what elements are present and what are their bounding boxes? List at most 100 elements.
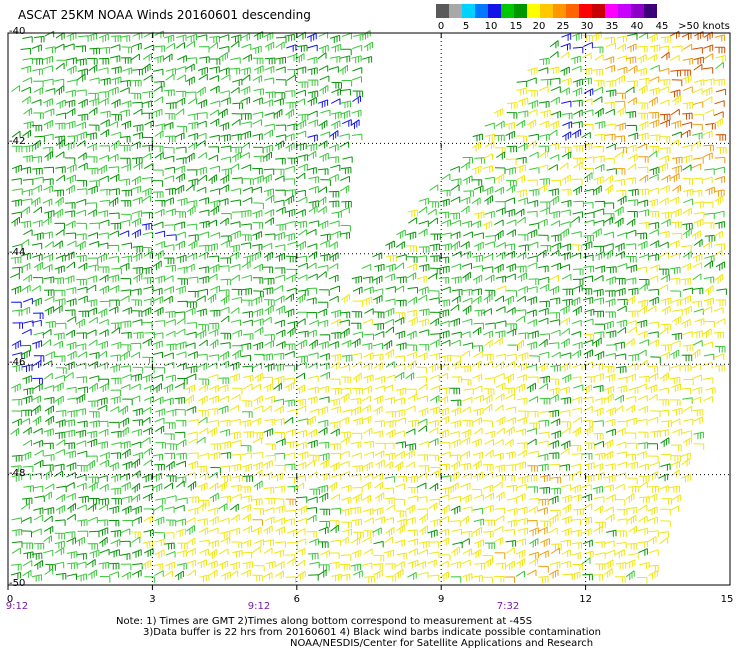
wind-barb [396, 276, 407, 284]
wind-barb [572, 278, 584, 286]
wind-barb [583, 405, 593, 413]
wind-barb [538, 463, 549, 472]
wind-barb [276, 206, 286, 215]
wind-barb [394, 409, 406, 417]
wind-barb [64, 202, 76, 209]
wind-barb [526, 364, 537, 371]
wind-barb [494, 229, 504, 240]
wind-barb [165, 135, 176, 143]
wind-barb [395, 371, 405, 380]
wind-barb [638, 121, 649, 130]
wind-barb [121, 120, 132, 130]
wind-barb [230, 319, 241, 326]
wind-barb [351, 432, 363, 440]
wind-barb [77, 286, 88, 294]
wind-barb [308, 362, 318, 369]
wind-barb [132, 157, 143, 164]
wind-barb [98, 175, 109, 182]
wind-barb [22, 188, 33, 197]
wind-barb [526, 428, 537, 435]
wind-barb [242, 319, 253, 327]
wind-barb [538, 440, 549, 447]
wind-barb [263, 32, 274, 41]
wind-barb [86, 202, 97, 209]
longitude-label: 0 [6, 594, 14, 605]
wind-barb [21, 516, 32, 524]
wind-barb [659, 68, 670, 75]
wind-barb [273, 382, 282, 391]
wind-barb [472, 360, 482, 369]
wind-barb [582, 539, 593, 548]
wind-barb [592, 337, 602, 348]
wind-barb [625, 338, 635, 347]
wind-barb [460, 205, 470, 214]
wind-barb [152, 483, 163, 493]
wind-barb [241, 130, 251, 140]
wind-barb [21, 95, 31, 104]
wind-barb [286, 408, 298, 416]
wind-barb [328, 341, 339, 349]
wind-barb [273, 549, 284, 558]
wind-barb [505, 167, 516, 175]
wind-barb [517, 416, 528, 425]
wind-barb [572, 284, 583, 293]
note-line-3: NOAA/NESDIS/Center for Satellite Applica… [290, 638, 594, 649]
wind-barb [99, 329, 109, 337]
wind-barb [76, 465, 88, 472]
wind-barb [658, 531, 670, 538]
wind-barb [208, 540, 219, 549]
wind-barb [264, 395, 276, 404]
wind-barb [560, 209, 571, 216]
wind-barb [309, 488, 320, 496]
wind-barb [275, 66, 286, 73]
wind-barb [395, 441, 406, 449]
wind-barb [99, 199, 111, 207]
wind-barb [681, 305, 692, 315]
wind-barb [472, 274, 483, 284]
wind-barb [210, 467, 221, 474]
wind-barb [264, 217, 274, 226]
wind-barb [485, 141, 495, 149]
wind-barb [64, 141, 75, 151]
wind-barb [648, 564, 659, 572]
wind-barb [66, 174, 76, 184]
wind-barb [462, 175, 473, 185]
wind-barb [142, 231, 153, 239]
wind-barb [715, 88, 727, 96]
wind-barb [484, 439, 494, 446]
wind-barb [22, 145, 33, 153]
wind-barb [11, 517, 22, 524]
wind-barb [482, 308, 492, 315]
wind-barb [526, 309, 537, 317]
wind-barb [330, 428, 340, 437]
longitude-label: 12 [579, 594, 592, 605]
wind-barb [594, 452, 606, 460]
wind-barb [593, 96, 603, 103]
wind-barb [11, 454, 23, 462]
wind-barb [615, 250, 625, 259]
wind-barb [495, 207, 506, 215]
wind-barb [518, 352, 529, 361]
wind-barb [77, 68, 88, 77]
wind-barb [473, 427, 483, 435]
wind-barb [208, 548, 218, 559]
wind-barb [33, 542, 45, 550]
wind-barb [274, 375, 285, 385]
wind-barb [383, 461, 393, 470]
wind-barb [615, 353, 627, 360]
wind-barb [66, 261, 75, 269]
wind-barb [571, 529, 582, 537]
wind-barb [10, 465, 22, 472]
wind-barb [56, 174, 65, 182]
wind-barb [560, 251, 571, 261]
wind-barb [142, 493, 153, 502]
wind-barb [581, 453, 593, 460]
wind-barb [659, 136, 671, 143]
wind-barb [604, 174, 614, 183]
wind-barb [54, 43, 65, 51]
wind-barb [31, 552, 43, 560]
note-line-2: 3)Data buffer is 22 hrs from 20160601 4)… [143, 627, 601, 638]
wind-barb [516, 87, 527, 96]
wind-barb [384, 397, 395, 405]
wind-barb [408, 217, 418, 224]
